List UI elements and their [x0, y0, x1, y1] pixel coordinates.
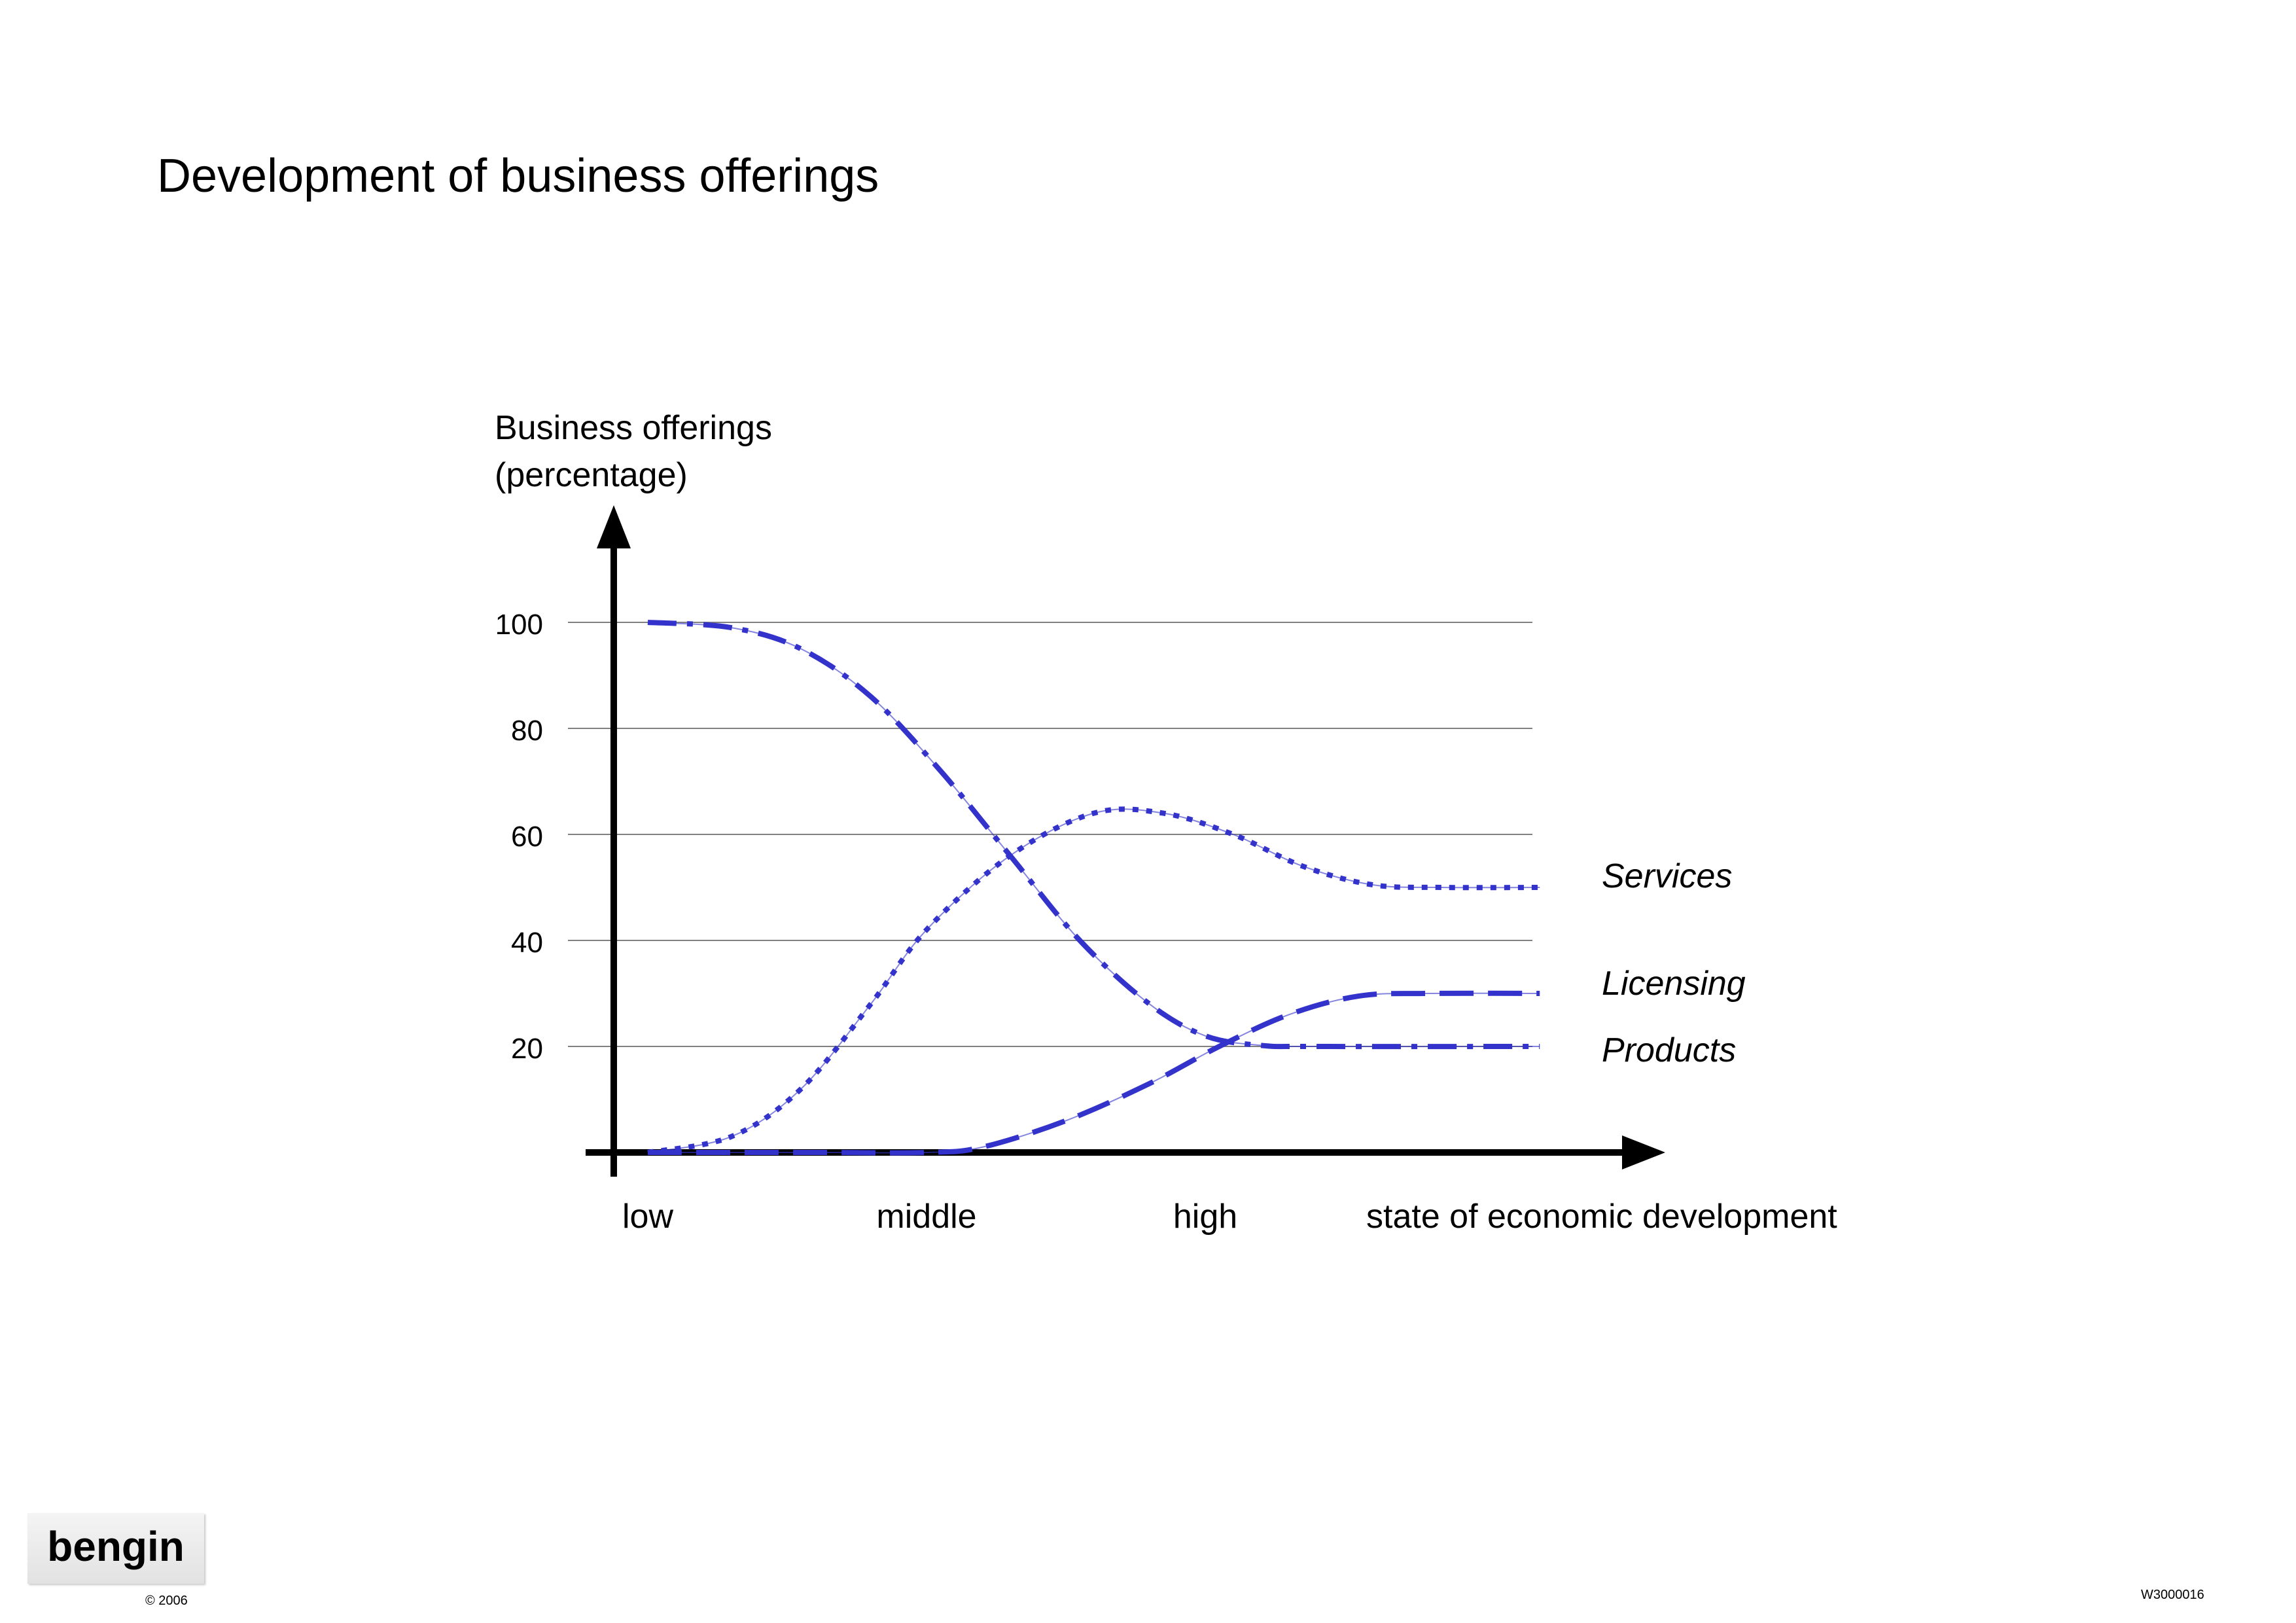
copyright-text: © 2006: [145, 1594, 188, 1608]
series-label-licensing: Licensing: [1602, 965, 1746, 1003]
y-tick-label: 40: [511, 927, 543, 959]
page-title: Development of business offerings: [157, 150, 879, 202]
series-label-products: Products: [1602, 1031, 1736, 1069]
document-id: W3000016: [2141, 1588, 2204, 1602]
grid-lines: [568, 622, 1532, 1047]
logo: bengin: [27, 1513, 204, 1584]
x-tick-labels: low middle high: [622, 1198, 1237, 1236]
series-labels: Services Licensing Products: [1602, 857, 1746, 1069]
series-lines: [647, 620, 1540, 1156]
series-line-licensing-base: [648, 992, 1540, 1154]
x-tick-label: middle: [876, 1198, 976, 1236]
x-axis-arrowhead: [1622, 1135, 1665, 1169]
y-tick-labels: 20 40 60 80 100: [495, 609, 543, 1065]
logo-text: bengin: [47, 1523, 185, 1570]
axes: [586, 505, 1665, 1177]
y-tick-label: 100: [495, 609, 543, 641]
series-line-services: [647, 806, 1540, 1155]
y-tick-label: 20: [511, 1033, 543, 1065]
y-axis-title: Business offerings (percentage): [495, 404, 772, 499]
series-line-licensing: [648, 990, 1540, 1156]
x-tick-label: high: [1173, 1198, 1237, 1236]
y-axis-title-line-2: (percentage): [495, 456, 688, 494]
y-tick-label: 80: [511, 715, 543, 747]
x-tick-label: low: [622, 1198, 673, 1236]
series-label-services: Services: [1602, 857, 1732, 895]
series-line-products: [647, 620, 1540, 1050]
x-axis-title: state of economic development: [1366, 1198, 1837, 1236]
y-tick-label: 60: [511, 821, 543, 853]
series-line-services-base: [647, 808, 1540, 1153]
y-axis-title-line-1: Business offerings: [495, 409, 772, 447]
y-axis-arrowhead: [597, 505, 631, 548]
